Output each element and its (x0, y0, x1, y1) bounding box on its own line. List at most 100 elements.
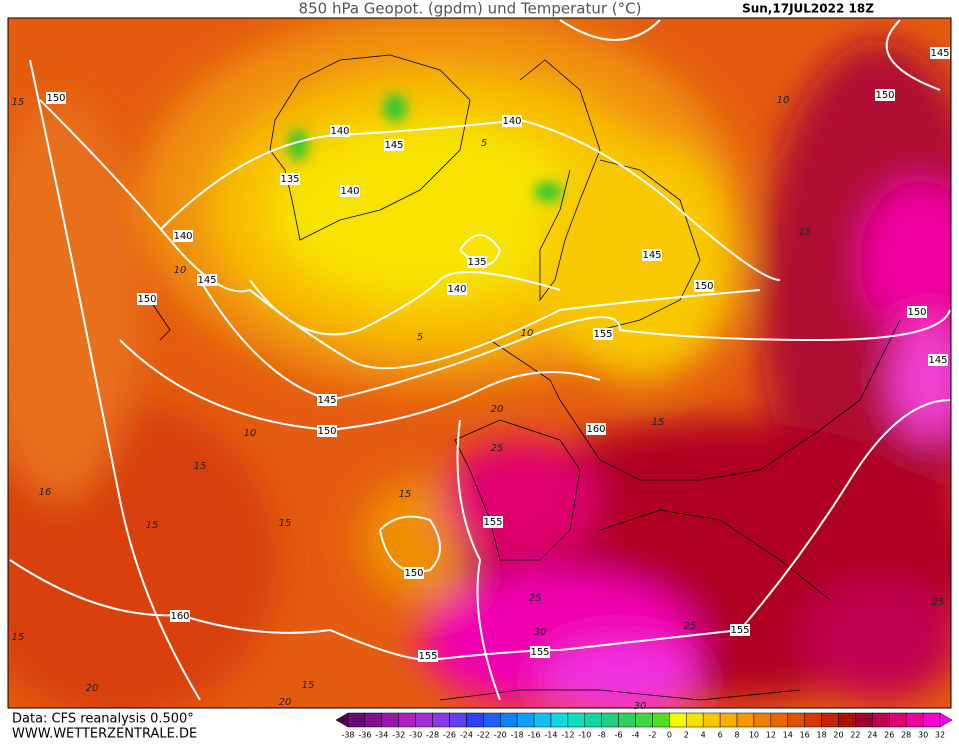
legend-tick-label: 2 (684, 731, 689, 740)
geopotential-label: 150 (404, 568, 423, 579)
legend-swatch (567, 712, 586, 728)
geopotential-label: 150 (137, 294, 156, 305)
geopotential-label: 140 (502, 116, 521, 127)
temperature-label: 20 (279, 697, 292, 708)
label-box (340, 185, 360, 197)
legend-tick-label: 12 (766, 731, 776, 740)
legend-swatch (905, 712, 924, 728)
geopotential-label: 145 (384, 140, 403, 151)
geopotential-label: 145 (642, 250, 661, 261)
geopotential-label: 150 (907, 307, 926, 318)
label-box (875, 89, 895, 101)
map (8, 18, 951, 708)
label-box (730, 624, 750, 636)
temperature-label: 20 (86, 683, 99, 694)
legend-swatch (838, 712, 856, 728)
legend-tick-label: -34 (375, 731, 388, 740)
legend-swatch (753, 712, 772, 728)
legend-tick-label: 30 (918, 731, 928, 740)
geopotential-label: 160 (170, 611, 189, 622)
legend-swatch (787, 712, 805, 728)
label-box (330, 125, 350, 137)
legend-swatch (381, 712, 399, 728)
legend-arrow (939, 712, 953, 728)
temperature-label: 15 (194, 461, 207, 472)
geopotential-label: 145 (197, 275, 216, 286)
label-box (317, 425, 337, 437)
label-box (197, 274, 217, 286)
geopotential-label: 155 (530, 647, 549, 658)
geopotential-label: 150 (317, 426, 336, 437)
label-box (502, 115, 522, 127)
label-box (642, 249, 662, 261)
temperature-label: 30 (534, 627, 547, 638)
valid-time: Sun,17JUL2022 18Z (742, 2, 874, 16)
geopotential-label: 150 (875, 90, 894, 101)
geopotential-label: 155 (483, 517, 502, 528)
geopotential-label: 140 (173, 231, 192, 242)
legend-tick-label: -32 (392, 731, 405, 740)
legend-swatch (618, 712, 636, 728)
label-box (137, 293, 157, 305)
label-box (593, 328, 613, 340)
temperature-label: 10 (777, 95, 790, 106)
geopotential-label: 145 (930, 48, 949, 59)
legend-tick-label: -14 (544, 731, 557, 740)
legend-tick-label: 20 (833, 731, 843, 740)
legend-swatch (889, 712, 907, 728)
legend-swatch (821, 712, 839, 728)
legend-swatch (719, 712, 738, 728)
label-box (467, 256, 487, 268)
legend-tick-label: 16 (800, 731, 810, 740)
temperature-label: 15 (12, 632, 25, 643)
legend-tick-label: -4 (632, 731, 640, 740)
geopotential-label: 140 (447, 284, 466, 295)
label-box (418, 650, 438, 662)
legend-tick-label: -24 (460, 731, 473, 740)
geopotential-label: 145 (317, 395, 336, 406)
geopotential-label: 155 (730, 625, 749, 636)
legend-tick-label: 14 (783, 731, 793, 740)
geopotential-label: 135 (280, 174, 299, 185)
temperature-label: 25 (684, 621, 697, 632)
map-title: 850 hPa Geopot. (gpdm) und Temperatur (°… (299, 0, 642, 18)
legend-swatch (466, 712, 484, 728)
label-box (930, 47, 950, 59)
legend-tick-label: 26 (884, 731, 894, 740)
legend-tick-label: -6 (615, 731, 623, 740)
legend-swatch (449, 712, 467, 728)
label-box (46, 92, 66, 104)
legend-swatch (533, 712, 552, 728)
legend-arrow (335, 712, 349, 728)
legend-swatch (652, 712, 670, 728)
legend-swatch (432, 712, 450, 728)
legend-tick-label: -20 (494, 731, 507, 740)
temperature-label: 25 (491, 443, 504, 454)
legend-tick-label: 24 (867, 731, 877, 740)
geopotential-label: 150 (694, 281, 713, 292)
legend-tick-label: -38 (341, 731, 354, 740)
geopotential-label: 155 (418, 651, 437, 662)
geopotential-label: 150 (46, 93, 65, 104)
data-source: Data: CFS reanalysis 0.500° (12, 712, 194, 727)
legend-swatch (635, 712, 653, 728)
legend-swatch (855, 712, 873, 728)
legend-swatch (601, 712, 619, 728)
temperature-label: 10 (244, 428, 257, 439)
label-box (170, 610, 190, 622)
legend-swatch (483, 712, 501, 728)
geopotential-label: 155 (593, 329, 612, 340)
legend-tick-label: 28 (901, 731, 911, 740)
legend-tick-label: 6 (718, 731, 723, 740)
legend-tick-label: -18 (511, 731, 524, 740)
label-box (530, 646, 550, 658)
legend-swatch (922, 712, 941, 728)
legend-swatch (499, 712, 518, 728)
label-box (280, 173, 300, 185)
legend-swatch (415, 712, 433, 728)
label-box (694, 280, 714, 292)
label-box (907, 306, 927, 318)
legend-tick-label: 10 (749, 731, 759, 740)
temperature-label: 25 (932, 597, 945, 608)
legend-swatch (347, 712, 366, 728)
